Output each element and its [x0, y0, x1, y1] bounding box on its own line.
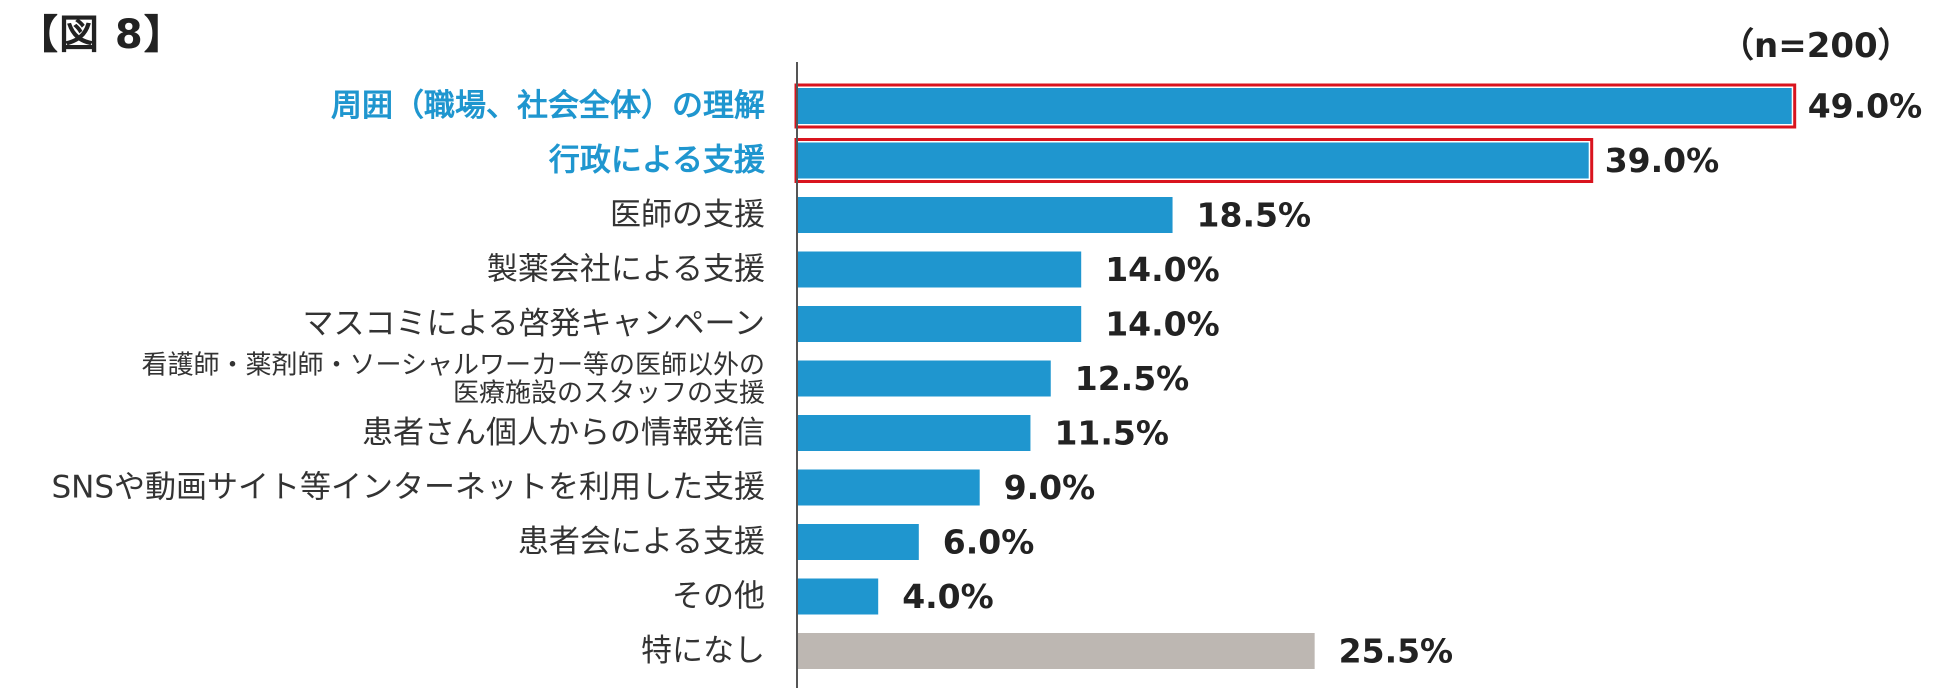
category-label-0: 周囲（職場、社会全体）の理解 — [331, 88, 765, 124]
bar-0 — [797, 88, 1792, 124]
category-label-2: 医師の支援 — [610, 197, 765, 233]
bar-3 — [797, 251, 1082, 288]
value-label-5: 12.5% — [1075, 359, 1190, 398]
category-label-9: その他 — [672, 579, 765, 615]
category-label-7: SNSや動画サイト等インターネットを利用した支援 — [51, 470, 765, 506]
value-label-4: 14.0% — [1105, 305, 1220, 344]
bar-1 — [797, 142, 1589, 179]
category-label-6: 患者さん個人からの情報発信 — [362, 415, 765, 451]
bar-4 — [797, 306, 1082, 342]
value-label-10: 25.5% — [1339, 632, 1454, 671]
bar-7 — [797, 469, 980, 506]
category-label-1: 行政による支援 — [548, 143, 766, 179]
value-label-1: 39.0% — [1605, 141, 1720, 180]
bar-9 — [797, 578, 879, 615]
category-label-4: マスコミによる啓発キャンペーン — [302, 306, 765, 342]
category-label-8: 患者会による支援 — [518, 524, 765, 560]
bar-10 — [797, 633, 1315, 669]
value-label-6: 11.5% — [1054, 414, 1169, 453]
figure-label: 【図 8】 — [18, 12, 185, 58]
bar-5 — [797, 360, 1051, 397]
category-label-5: 看護師・薬剤師・ソーシャルワーカー等の医師以外の医療施設のスタッフの支援 — [142, 351, 765, 409]
bar-6 — [797, 415, 1031, 451]
value-label-3: 14.0% — [1105, 250, 1220, 289]
value-label-2: 18.5% — [1197, 196, 1312, 235]
sample-size: （n=200） — [1720, 26, 1912, 66]
category-label-10: 特になし — [641, 633, 765, 669]
category-label-3: 製薬会社による支援 — [487, 252, 765, 288]
value-label-9: 4.0% — [902, 577, 994, 616]
value-label-0: 49.0% — [1808, 87, 1923, 126]
bar-2 — [797, 197, 1173, 233]
bar-8 — [797, 524, 919, 560]
value-label-7: 9.0% — [1004, 468, 1096, 507]
value-label-8: 6.0% — [943, 523, 1035, 562]
